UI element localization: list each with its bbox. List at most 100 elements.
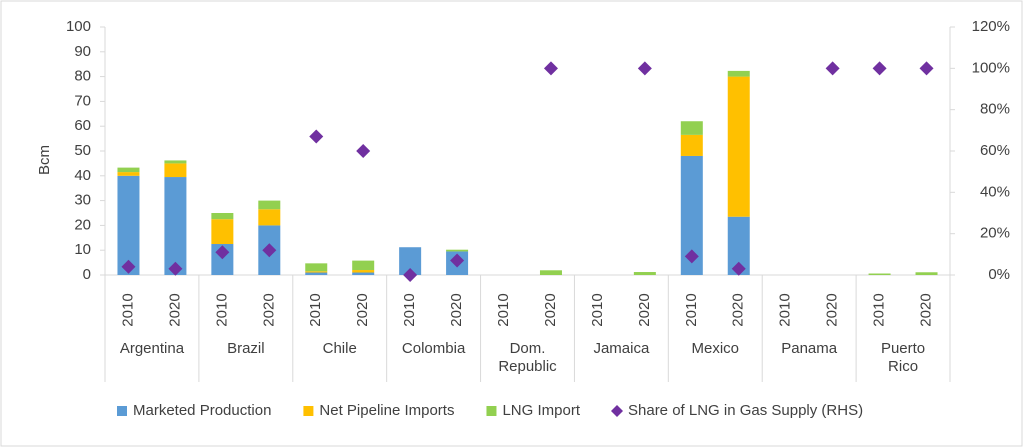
diamond-marker xyxy=(215,245,230,260)
legend-swatch xyxy=(486,406,497,416)
legend-label: Share of LNG in Gas Supply (RHS) xyxy=(628,402,863,419)
y2-tick-label: 0% xyxy=(988,266,1010,283)
bar-segment xyxy=(164,163,187,178)
x-tick-label: 2010 xyxy=(401,293,418,326)
group-label: Jamaica xyxy=(593,340,650,357)
diamond-marker xyxy=(919,61,934,76)
x-tick-label: 2020 xyxy=(636,293,653,326)
diamond-marker xyxy=(731,261,746,276)
x-tick-label: 2010 xyxy=(307,293,324,326)
bar-segment xyxy=(258,200,281,210)
x-tick-label: 2020 xyxy=(824,293,841,326)
y-tick-label: 30 xyxy=(74,192,91,209)
bar-segment xyxy=(305,263,328,272)
y-tick-label: 0 xyxy=(83,266,91,283)
x-tick-label: 2010 xyxy=(683,293,700,326)
legend-label: LNG Import xyxy=(502,402,580,419)
diamond-marker xyxy=(543,61,558,76)
y-tick-label: 40 xyxy=(74,167,91,184)
x-tick-label: 2010 xyxy=(119,293,136,326)
y2-tick-label: 20% xyxy=(980,225,1010,242)
bar-segment xyxy=(352,272,375,275)
x-tick-label: 2010 xyxy=(495,293,512,326)
y2-tick-label: 40% xyxy=(980,183,1010,200)
bar-segment xyxy=(352,270,375,273)
bar-segment xyxy=(305,271,328,273)
x-tick-label: 2010 xyxy=(589,293,606,326)
legend-swatch xyxy=(117,406,127,416)
y-tick-label: 80 xyxy=(74,68,91,85)
diamond-marker xyxy=(450,253,465,268)
diamond-marker xyxy=(825,61,840,76)
x-tick-label: 2020 xyxy=(542,293,559,326)
bar-segment xyxy=(727,76,750,217)
x-tick-label: 2020 xyxy=(260,293,277,326)
bar-segment xyxy=(633,272,656,275)
diamond-marker xyxy=(309,129,324,144)
x-tick-label: 2020 xyxy=(448,293,465,326)
group-label: Colombia xyxy=(401,340,466,357)
diamond-marker xyxy=(262,243,277,258)
group-label: Dom. Republic xyxy=(498,340,557,375)
y2-tick-label: 80% xyxy=(980,101,1010,118)
bar-segment xyxy=(258,209,281,226)
group-label: Brazil xyxy=(227,340,265,357)
y-tick-label: 50 xyxy=(74,142,91,159)
bar-segment xyxy=(399,247,422,275)
bar-segment xyxy=(117,172,140,176)
y2-tick-label: 120% xyxy=(972,18,1010,35)
bar-segment xyxy=(446,249,469,252)
bar-segment xyxy=(915,272,938,275)
y2-tick-label: 60% xyxy=(980,142,1010,159)
y-tick-label: 90 xyxy=(74,43,91,60)
bar-segment xyxy=(164,177,187,275)
group-label: Puerto Rico xyxy=(880,340,926,375)
bar-segment xyxy=(117,167,140,173)
x-tick-label: 2020 xyxy=(730,293,747,326)
y2-tick-label: 100% xyxy=(972,59,1010,76)
bar-segment xyxy=(211,213,234,220)
x-tick-label: 2010 xyxy=(777,293,794,326)
y-tick-label: 100 xyxy=(66,18,91,35)
bar-segment xyxy=(164,160,187,164)
y-tick-label: 10 xyxy=(74,241,91,258)
diamond-marker xyxy=(356,144,371,158)
diamond-marker xyxy=(168,261,183,276)
y-tick-label: 20 xyxy=(74,216,91,233)
y-tick-label: 70 xyxy=(74,92,91,109)
group-label: Mexico xyxy=(691,340,740,357)
legend-marker xyxy=(611,405,623,417)
bar-segment xyxy=(680,121,703,135)
x-tick-label: 2010 xyxy=(871,293,888,326)
x-tick-label: 2020 xyxy=(166,293,183,326)
bar-segment xyxy=(539,270,562,275)
y-axis-label: Bcm xyxy=(36,145,53,175)
x-tick-label: 2010 xyxy=(213,293,230,326)
x-tick-label: 2020 xyxy=(354,293,371,326)
bar-segment xyxy=(868,273,891,275)
x-tick-label: 2020 xyxy=(917,293,934,326)
y-tick-label: 60 xyxy=(74,117,91,134)
diamond-marker xyxy=(121,259,136,274)
bar-segment xyxy=(680,134,703,156)
bar-segment xyxy=(352,260,375,271)
bar-segment xyxy=(211,219,234,244)
group-label: Argentina xyxy=(119,340,185,357)
diamond-marker xyxy=(403,268,418,282)
legend-swatch xyxy=(303,406,314,416)
legend-label: Marketed Production xyxy=(133,402,271,419)
bar-segment xyxy=(727,216,750,275)
diamond-marker xyxy=(637,61,652,76)
diamond-marker xyxy=(684,249,699,264)
diamond-marker xyxy=(872,61,887,76)
group-label: Panama xyxy=(781,340,838,357)
group-label: Chile xyxy=(322,340,357,357)
bar-segment xyxy=(727,70,750,77)
bar-segment xyxy=(305,272,328,275)
bar-segment xyxy=(117,175,140,275)
legend-label: Net Pipeline Imports xyxy=(319,402,454,419)
bar-segment xyxy=(680,155,703,275)
